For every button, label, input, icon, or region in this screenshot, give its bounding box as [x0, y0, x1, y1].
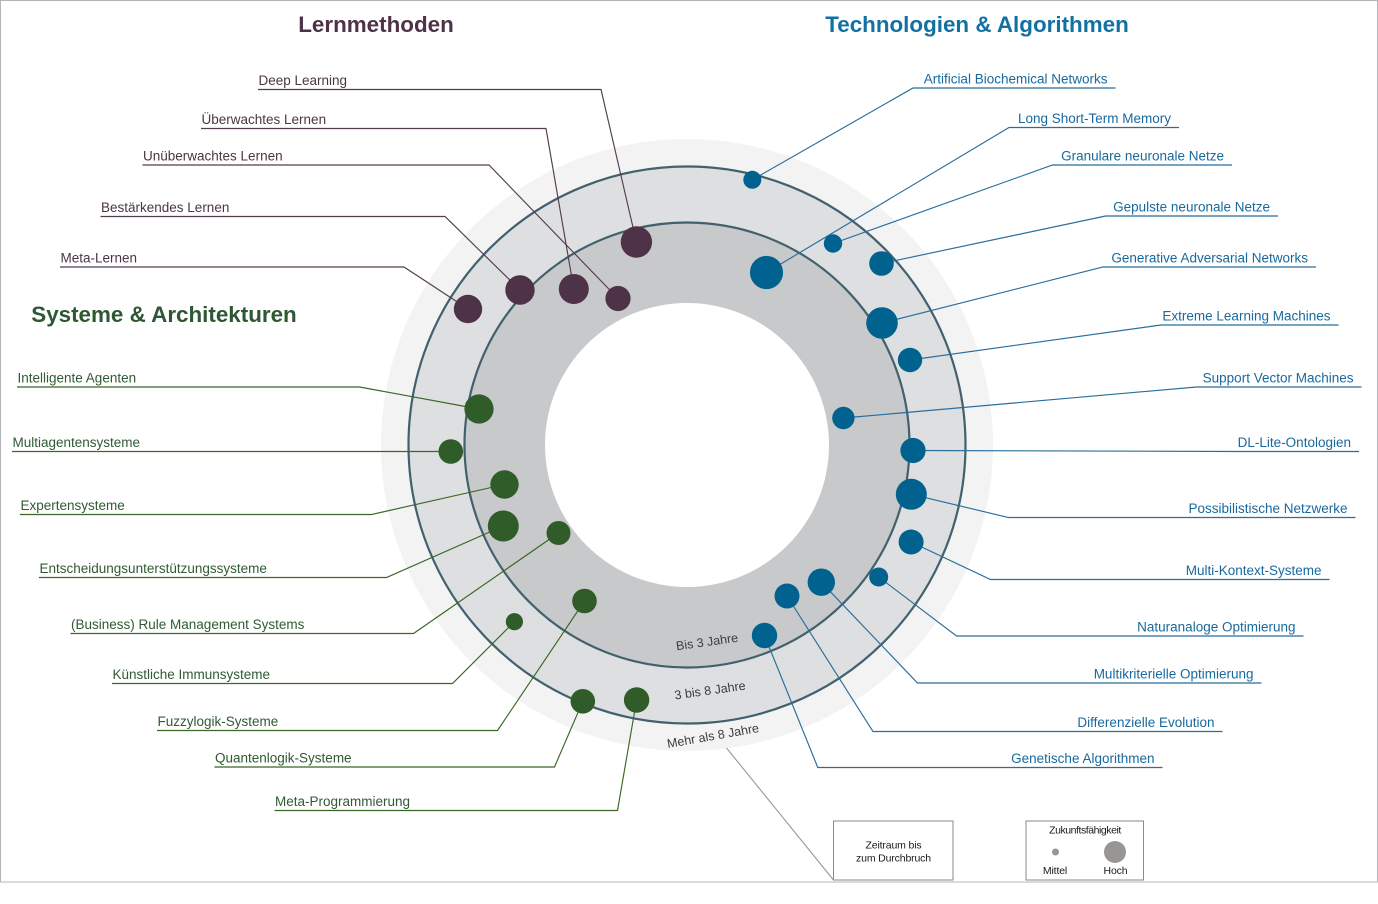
svg-text:Lernmethoden: Lernmethoden [298, 12, 454, 37]
svg-text:Differenzielle Evolution: Differenzielle Evolution [1077, 715, 1214, 730]
svg-text:Artificial Biochemical Network: Artificial Biochemical Networks [924, 72, 1108, 87]
svg-text:Zeitraum bis: Zeitraum bis [866, 840, 922, 852]
svg-text:Extreme Learning Machines: Extreme Learning Machines [1162, 309, 1330, 324]
svg-text:Genetische Algorithmen: Genetische Algorithmen [1011, 751, 1154, 766]
svg-text:Granulare neuronale Netze: Granulare neuronale Netze [1061, 149, 1224, 164]
svg-text:Gepulste neuronale Netze: Gepulste neuronale Netze [1113, 200, 1270, 215]
svg-text:Meta-Programmierung: Meta-Programmierung [275, 794, 410, 809]
svg-text:Systeme & Architekturen: Systeme & Architekturen [31, 302, 296, 327]
svg-text:Technologien & Algorithmen: Technologien & Algorithmen [825, 12, 1129, 37]
svg-text:Unüberwachtes Lernen: Unüberwachtes Lernen [143, 149, 283, 164]
svg-text:Deep Learning: Deep Learning [259, 73, 348, 88]
svg-text:Expertensysteme: Expertensysteme [21, 498, 125, 513]
svg-text:Multikriterielle Optimierung: Multikriterielle Optimierung [1094, 667, 1254, 682]
svg-text:Künstliche Immunsysteme: Künstliche Immunsysteme [113, 667, 271, 682]
svg-text:Fuzzylogik-Systeme: Fuzzylogik-Systeme [158, 714, 279, 729]
svg-text:zum Durchbruch: zum Durchbruch [856, 853, 931, 865]
svg-text:Long Short-Term Memory: Long Short-Term Memory [1018, 111, 1171, 126]
svg-text:Intelligente Agenten: Intelligente Agenten [18, 371, 137, 386]
svg-text:Quantenlogik-Systeme: Quantenlogik-Systeme [215, 751, 352, 766]
svg-text:Naturanaloge Optimierung: Naturanaloge Optimierung [1137, 620, 1295, 635]
svg-text:Generative Adversarial Network: Generative Adversarial Networks [1111, 251, 1308, 266]
svg-text:Meta-Lernen: Meta-Lernen [61, 251, 138, 266]
svg-text:Support Vector Machines: Support Vector Machines [1203, 371, 1354, 386]
svg-text:Überwachtes Lernen: Überwachtes Lernen [202, 112, 327, 127]
svg-text:Multiagentensysteme: Multiagentensysteme [13, 435, 141, 450]
svg-text:Hoch: Hoch [1104, 865, 1128, 877]
svg-text:Possibilistische Netzwerke: Possibilistische Netzwerke [1188, 501, 1347, 516]
svg-text:Mittel: Mittel [1043, 865, 1067, 877]
svg-text:Multi-Kontext-Systeme: Multi-Kontext-Systeme [1186, 563, 1322, 578]
svg-text:(Business) Rule Management Sys: (Business) Rule Management Systems [71, 617, 305, 632]
svg-text:DL-Lite-Ontologien: DL-Lite-Ontologien [1238, 435, 1351, 450]
svg-text:Zukunftsfähigkeit: Zukunftsfähigkeit [1049, 825, 1121, 837]
svg-text:Bestärkendes Lernen: Bestärkendes Lernen [101, 200, 229, 215]
svg-text:Entscheidungsunterstützungssys: Entscheidungsunterstützungssysteme [40, 561, 267, 576]
